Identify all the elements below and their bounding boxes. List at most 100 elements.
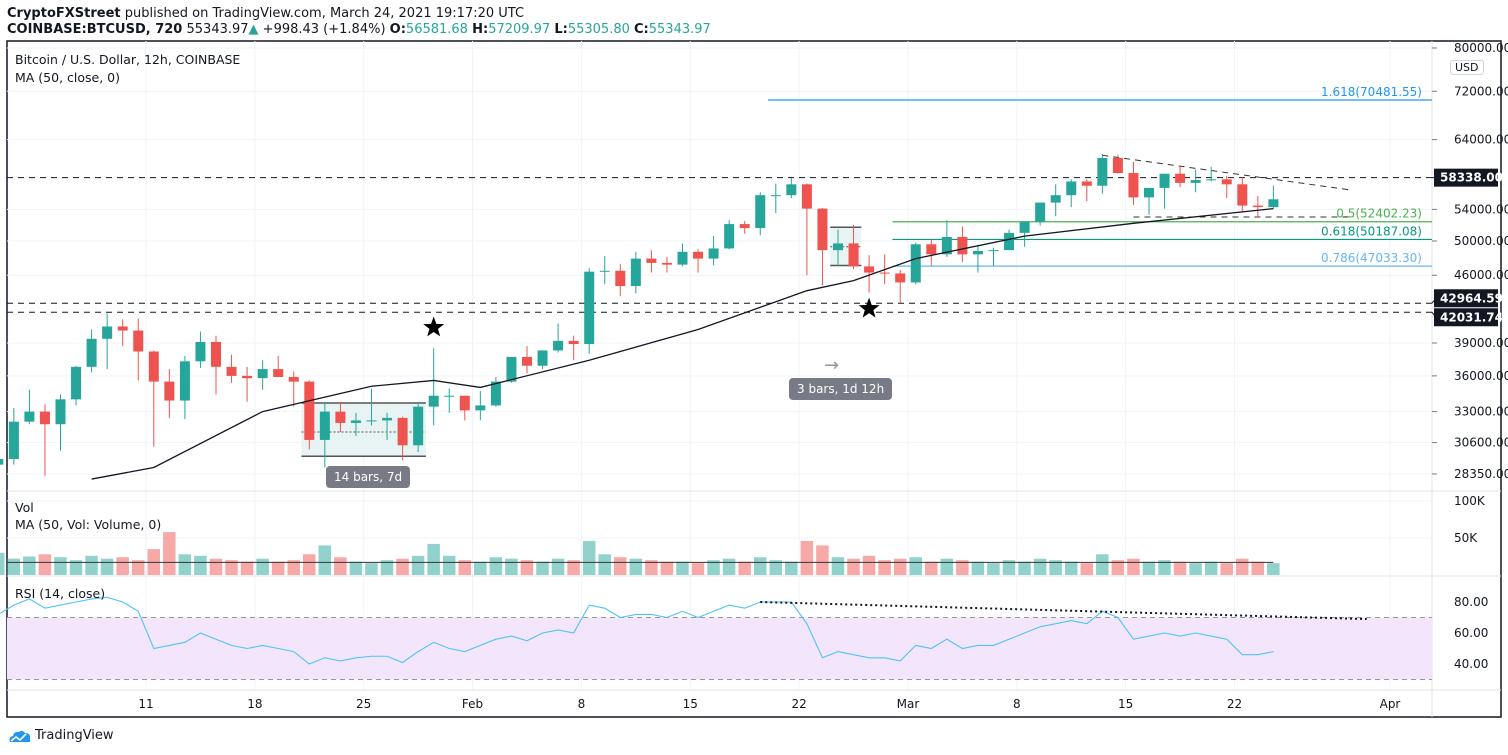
candle bbox=[786, 184, 797, 196]
volume-bar bbox=[878, 560, 891, 575]
high-value: 57209.97 bbox=[488, 22, 551, 37]
price-tick-label: 54000.00 bbox=[1454, 202, 1508, 216]
volume-bar bbox=[474, 561, 487, 575]
time-tick-label: 11 bbox=[138, 697, 153, 711]
price-change: +998.43 (+1.84%) bbox=[262, 22, 386, 37]
volume-bar bbox=[691, 563, 705, 575]
volume-bar bbox=[1002, 560, 1016, 575]
candle bbox=[1190, 180, 1201, 183]
publisher[interactable]: CryptoFXStreet bbox=[7, 6, 121, 21]
volume-tick-label: 100K bbox=[1454, 494, 1486, 508]
candle bbox=[537, 350, 548, 366]
close-value: 55343.97 bbox=[648, 22, 711, 37]
volume-bar bbox=[971, 561, 985, 575]
fib-label: 0.618(50187.08) bbox=[1321, 224, 1422, 238]
candle bbox=[8, 421, 19, 460]
volume-bar bbox=[396, 558, 409, 575]
volume-bar bbox=[722, 558, 736, 575]
candle bbox=[133, 330, 144, 352]
candle bbox=[864, 266, 875, 273]
candle bbox=[24, 411, 35, 422]
candle bbox=[1206, 179, 1217, 181]
candle bbox=[304, 381, 315, 440]
volume-bar bbox=[287, 560, 300, 575]
volume-bar bbox=[909, 557, 922, 575]
rsi-tick-label: 80.00 bbox=[1454, 595, 1488, 609]
volume-bar bbox=[862, 555, 876, 575]
fib-label: 0.786(47033.30) bbox=[1321, 251, 1422, 265]
volume-bar bbox=[800, 540, 814, 575]
price-tick-label: 46000.00 bbox=[1454, 268, 1508, 282]
candle bbox=[273, 369, 284, 378]
low-label: L: bbox=[554, 22, 568, 37]
candle bbox=[211, 341, 221, 367]
price-label-bg bbox=[1434, 308, 1498, 327]
candle bbox=[1050, 195, 1061, 203]
volume-bar bbox=[365, 563, 378, 575]
range-label-2: 3 bars, 1d 12h bbox=[789, 378, 893, 400]
candle bbox=[319, 411, 330, 440]
volume-bar bbox=[489, 557, 503, 575]
candle bbox=[693, 251, 704, 259]
price-tick-label: 39000.00 bbox=[1454, 336, 1508, 350]
candle bbox=[1268, 199, 1279, 208]
candle bbox=[195, 341, 206, 362]
volume-bar bbox=[38, 554, 52, 575]
publish-info: CryptoFXStreet published on TradingView.… bbox=[7, 6, 524, 21]
candle bbox=[801, 184, 812, 209]
price-level-label: 42031.74 bbox=[1440, 310, 1503, 324]
volume-bar bbox=[209, 558, 223, 575]
volume-bar bbox=[940, 558, 954, 575]
candle bbox=[1175, 173, 1186, 183]
time-tick-label: 18 bbox=[247, 697, 262, 711]
high-label: H: bbox=[472, 22, 489, 37]
currency-badge[interactable]: USD bbox=[1450, 60, 1484, 75]
volume-bar bbox=[0, 552, 5, 575]
volume-bar bbox=[645, 560, 658, 575]
rsi-line bbox=[0, 596, 1274, 665]
chart-frame bbox=[6, 40, 1502, 718]
candle bbox=[957, 236, 968, 255]
candle bbox=[86, 338, 97, 367]
price-tick-label: 50000.00 bbox=[1454, 234, 1508, 248]
volume-bar bbox=[567, 560, 580, 575]
symbol-info: COINBASE:BTCUSD, 720 55343.97▲ +998.43 (… bbox=[7, 22, 711, 37]
candle bbox=[926, 244, 937, 255]
candle bbox=[661, 262, 672, 265]
volume-bar bbox=[707, 560, 720, 575]
volume-bar bbox=[194, 555, 207, 575]
volume-bar bbox=[816, 545, 829, 575]
candle bbox=[335, 411, 346, 423]
vol-legend: Vol bbox=[15, 500, 34, 515]
time-tick-label: Apr bbox=[1380, 697, 1401, 711]
volume-bar bbox=[660, 561, 674, 575]
candle bbox=[615, 270, 626, 287]
candle bbox=[1066, 181, 1077, 196]
volume-bar bbox=[1064, 561, 1078, 575]
volume-bar bbox=[1267, 563, 1280, 575]
volume-bar bbox=[54, 557, 67, 575]
price-tick-label: 28350.00 bbox=[1454, 467, 1508, 481]
price-level-label: 58338.00 bbox=[1440, 171, 1503, 185]
volume-bar bbox=[240, 561, 254, 575]
rsi-tick-label: 40.00 bbox=[1454, 657, 1488, 671]
candle bbox=[630, 258, 641, 287]
price-label-bg bbox=[1434, 289, 1498, 308]
volume-bar bbox=[785, 561, 798, 575]
volume-bar bbox=[925, 561, 938, 575]
open-value: 56581.68 bbox=[405, 22, 468, 37]
close-label: C: bbox=[634, 22, 649, 37]
tradingview-logo[interactable]: TradingView bbox=[8, 728, 114, 743]
candle bbox=[506, 356, 517, 382]
candle bbox=[444, 395, 455, 397]
volume-bar bbox=[1236, 558, 1249, 575]
candle bbox=[988, 250, 999, 252]
last-price: 55343.97 bbox=[186, 22, 249, 37]
volume-bar bbox=[614, 557, 627, 575]
time-tick-label: 15 bbox=[1118, 697, 1133, 711]
rsi-trendline bbox=[760, 601, 1367, 621]
candle bbox=[599, 270, 610, 272]
volume-bar bbox=[629, 558, 643, 575]
candle bbox=[941, 236, 952, 255]
